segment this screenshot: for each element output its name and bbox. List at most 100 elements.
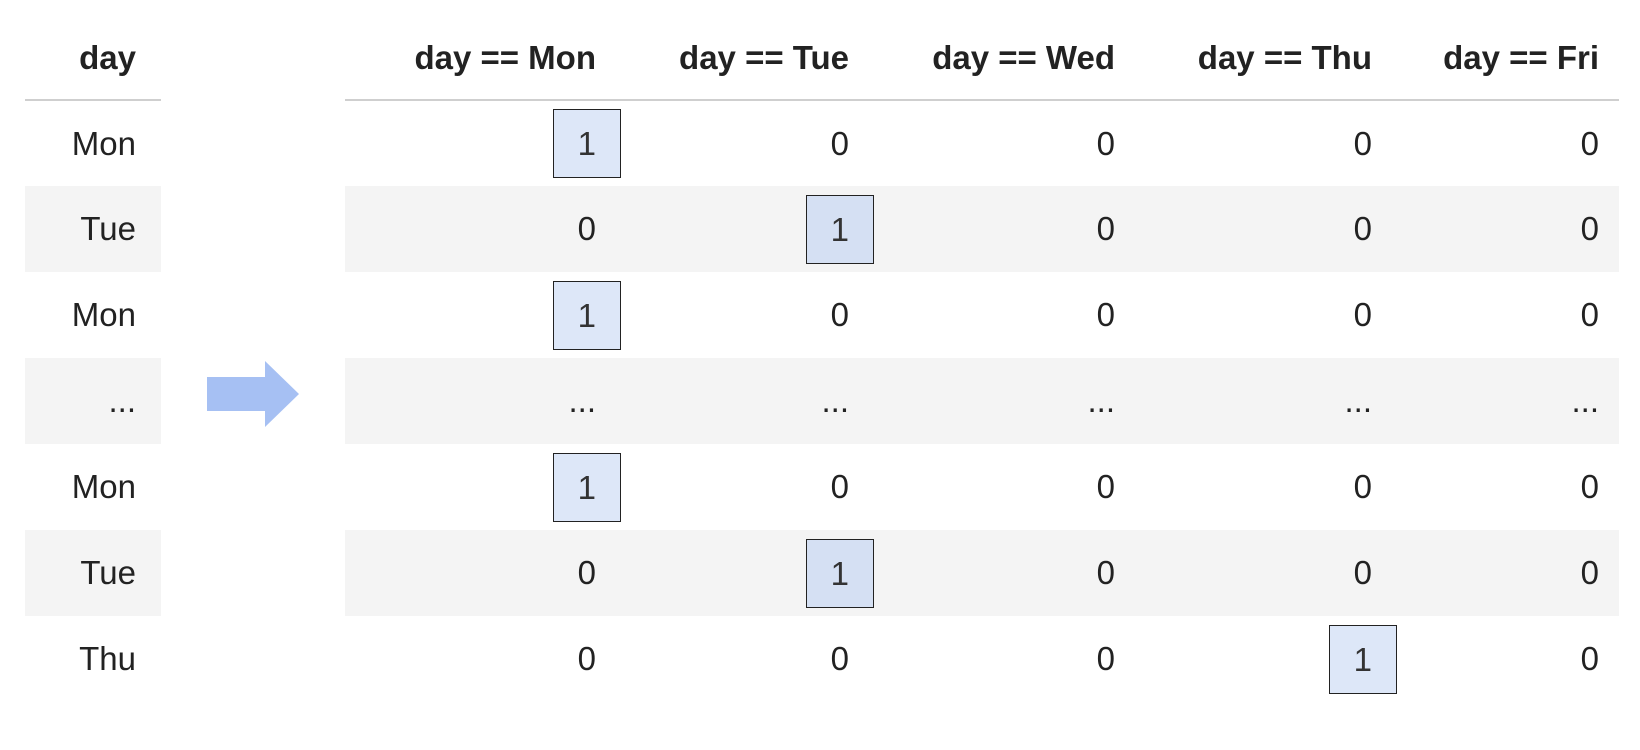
cell-value: 0	[577, 210, 596, 247]
arrow-right-icon	[207, 361, 299, 427]
output-header: day == Thu	[1133, 0, 1390, 101]
cell-value: 0	[1580, 210, 1599, 247]
output-cell: ...	[614, 358, 867, 444]
output-cell: 0	[1390, 100, 1619, 186]
cell-value: 0	[830, 124, 849, 162]
cell-value: 0	[1580, 296, 1599, 333]
input-cell: Thu	[79, 640, 136, 677]
output-cell: 0	[1390, 530, 1619, 616]
output-row: 1 0 0 0 0	[345, 100, 1619, 186]
cell-value: 0	[577, 554, 596, 591]
output-cell: 0	[614, 272, 867, 358]
cell-value: 0	[577, 640, 596, 677]
output-cell: 0	[345, 186, 614, 272]
cell-value: ...	[1087, 382, 1115, 419]
output-cell: 0	[614, 444, 867, 530]
input-cell: Mon	[71, 468, 136, 505]
highlighted-one: 1	[553, 280, 621, 350]
output-cell: ...	[1390, 358, 1619, 444]
cell-value: 0	[1096, 210, 1115, 247]
output-cell: 0	[345, 616, 614, 702]
output-cell: 1	[345, 444, 621, 530]
cell-value: 0	[830, 640, 849, 677]
output-cell: 0	[867, 100, 1133, 186]
output-row: 0 1 0 0 0	[345, 530, 1619, 616]
output-cell: 0	[1133, 272, 1390, 358]
output-cell: 0	[614, 616, 867, 702]
output-row: 1 0 0 0 0	[345, 272, 1619, 358]
cell-value: 0	[830, 468, 849, 505]
cell-value: ...	[821, 382, 849, 419]
output-cell: 1	[614, 530, 874, 616]
highlighted-one: 1	[806, 538, 874, 608]
output-header: day == Wed	[867, 0, 1133, 101]
output-row: 0 0 0 1 0	[345, 616, 1619, 702]
output-cell: 0	[1133, 186, 1390, 272]
input-table: day Mon Tue Mon... Mon Tue Thu	[25, 0, 161, 702]
input-row: Tue	[25, 530, 161, 616]
output-cell: 1	[345, 272, 621, 358]
output-cell: 0	[1133, 530, 1390, 616]
input-cell: Tue	[25, 530, 161, 616]
cell-value: 0	[1353, 468, 1372, 505]
input-row: Mon	[25, 272, 161, 358]
output-cell: ...	[345, 358, 614, 444]
input-cell: ...	[25, 358, 161, 444]
cell-value: 0	[1580, 640, 1599, 677]
output-cell: 0	[1390, 616, 1619, 702]
cell-value: 0	[1096, 296, 1115, 333]
output-row: ...............	[345, 358, 1619, 444]
cell-value: ...	[1344, 382, 1372, 419]
cell-value: 0	[1580, 468, 1599, 505]
output-cell: 1	[1133, 616, 1397, 702]
input-row: ...	[25, 358, 161, 444]
output-cell: 0	[614, 100, 867, 186]
cell-value: 0	[1353, 296, 1372, 333]
highlighted-one: 1	[806, 194, 874, 264]
cell-value: 0	[1096, 554, 1115, 591]
cell-value: 0	[1353, 210, 1372, 247]
output-cell: 1	[614, 186, 874, 272]
cell-value: 0	[1580, 124, 1599, 162]
output-cell: 0	[867, 444, 1133, 530]
output-row: 1 0 0 0 0	[345, 444, 1619, 530]
cell-value: 0	[830, 296, 849, 333]
highlighted-one: 1	[1329, 624, 1397, 694]
output-cell: 0	[1390, 186, 1619, 272]
one-hot-output-table: day == Mon day == Tue day == Wed day == Thu…	[345, 0, 1619, 702]
input-row: Thu	[25, 616, 161, 702]
input-row: Mon	[25, 444, 161, 530]
output-cell: ...	[1133, 358, 1390, 444]
output-header: day == Fri	[1390, 0, 1619, 101]
input-cell: Mon	[71, 296, 136, 333]
output-row: 0 1 0 0 0	[345, 186, 1619, 272]
output-cell: 0	[1390, 444, 1619, 530]
output-header: day == Tue	[614, 0, 867, 101]
output-cell: 0	[1133, 444, 1390, 530]
cell-value: 0	[1353, 124, 1372, 162]
cell-value: ...	[1571, 382, 1599, 419]
output-cell: 0	[345, 530, 614, 616]
cell-value: 0	[1096, 124, 1115, 162]
input-cell: Tue	[25, 186, 161, 272]
cell-value: 0	[1096, 468, 1115, 505]
input-row: Mon	[25, 100, 161, 186]
highlighted-one: 1	[553, 452, 621, 522]
output-cell: 1	[345, 100, 621, 186]
input-header-day: day	[25, 0, 161, 101]
output-cell: 0	[1390, 272, 1619, 358]
cell-value: ...	[568, 382, 596, 419]
output-cell: ...	[867, 358, 1133, 444]
output-cell: 0	[1133, 100, 1390, 186]
input-cell: Mon	[71, 124, 136, 162]
cell-value: 0	[1353, 554, 1372, 591]
output-header: day == Mon	[345, 0, 614, 101]
output-cell: 0	[867, 530, 1133, 616]
input-row: Tue	[25, 186, 161, 272]
output-cell: 0	[867, 186, 1133, 272]
output-cell: 0	[867, 616, 1133, 702]
output-cell: 0	[867, 272, 1133, 358]
cell-value: 0	[1580, 554, 1599, 591]
cell-value: 0	[1096, 640, 1115, 677]
highlighted-one: 1	[553, 109, 621, 178]
